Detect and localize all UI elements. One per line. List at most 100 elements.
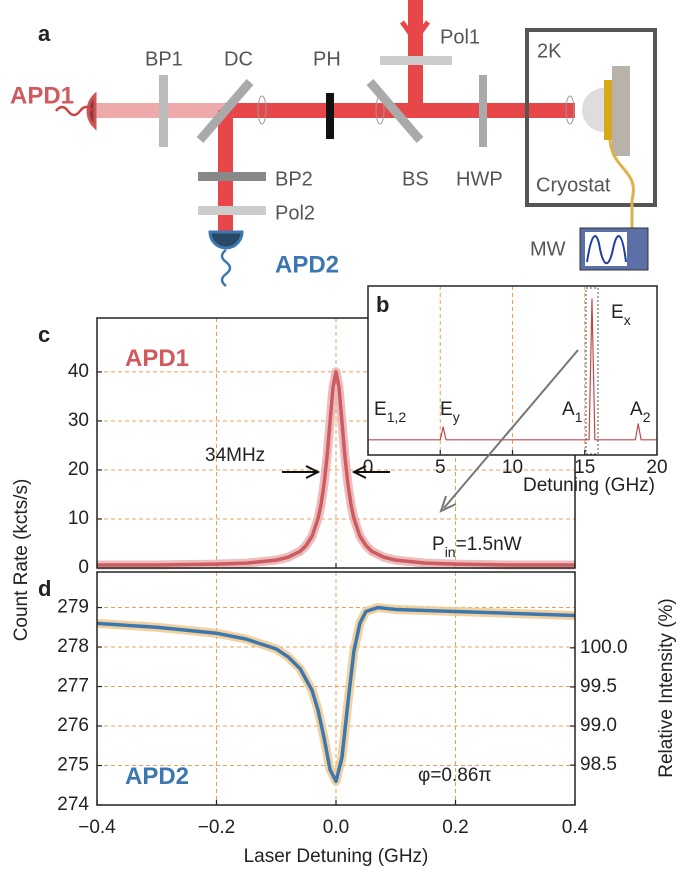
x-tick-label: 0: [363, 457, 374, 478]
x-tick-label: −0.4: [78, 817, 116, 838]
data-line: [96, 605, 576, 784]
annotation-text: E: [611, 302, 624, 323]
width-arrow: [351, 465, 390, 479]
annotation-sub: x: [624, 312, 631, 328]
x-tick-label: 0.4: [562, 817, 589, 838]
y-tick-label: 0: [78, 557, 89, 578]
label: Cryostat: [536, 174, 611, 196]
data-line: [368, 298, 657, 441]
fiber: [55, 105, 93, 117]
lens: [257, 95, 267, 125]
y-tick-label: 275: [57, 755, 89, 776]
label: Pol1: [440, 26, 480, 48]
label: DC: [224, 48, 253, 70]
y-tick-label: 30: [68, 410, 89, 431]
sample: [612, 66, 630, 156]
annotation: 34MHz: [205, 445, 265, 466]
annotation-text: P: [432, 534, 445, 555]
y-tick-label: 279: [57, 597, 89, 618]
annotation-text: A: [630, 399, 643, 420]
annotation-text: =1.5nW: [456, 534, 522, 555]
beam-arrow: [399, 20, 431, 45]
y2-tick-label: 99.0: [580, 715, 617, 736]
x-axis-label: Detuning (GHz): [523, 475, 655, 496]
wire: [608, 139, 648, 242]
y-tick-label: 40: [68, 361, 89, 382]
label: Pol2: [275, 202, 315, 224]
annotation: APD1: [125, 345, 189, 372]
x-tick-label: 10: [502, 457, 523, 478]
x-tick-label: 0.2: [442, 817, 468, 838]
sample: [582, 88, 604, 132]
annotation-text: APD1: [125, 345, 189, 372]
polarizer: [198, 206, 266, 215]
panel-letter: a: [38, 21, 51, 46]
y-tick-label: 277: [57, 676, 89, 697]
annotation-sub: 2: [643, 409, 651, 425]
data-line: [97, 370, 575, 567]
annotation-text: E: [374, 399, 387, 420]
panel-letter: c: [38, 322, 50, 347]
annotation-sub: 1,2: [387, 409, 407, 425]
zoom-box: [585, 287, 599, 455]
y2-tick-label: 98.5: [580, 754, 617, 775]
label: MW: [530, 238, 566, 260]
label: PH: [313, 48, 341, 70]
panel-letter: d: [38, 576, 51, 601]
label: 2K: [537, 40, 562, 62]
waveplate: [479, 75, 487, 147]
y-tick-label: 10: [68, 508, 89, 529]
cryostat: [525, 28, 657, 207]
label: BP2: [275, 168, 313, 190]
filter: [198, 172, 266, 181]
fiber: [220, 249, 232, 287]
annotation: A1: [562, 399, 583, 425]
annotation: APD2: [125, 763, 189, 790]
zoom-arrow: [439, 349, 579, 513]
x-tick-label: −0.2: [198, 817, 236, 838]
annotation: A2: [630, 399, 651, 425]
schematic: a APD1 BP1 DC PH Pol1 2K BS HWP Cryostat…: [10, 0, 657, 287]
annotation: Ey: [440, 399, 460, 425]
label: BP1: [145, 48, 183, 70]
detector: [208, 230, 244, 250]
y2-tick-label: 100.0: [580, 637, 628, 658]
x-axis-label: Laser Detuning (GHz): [244, 846, 429, 867]
label: BS: [402, 168, 429, 190]
label: APD1: [10, 82, 74, 109]
annotation-text: A: [562, 399, 575, 420]
y-tick-label: 278: [57, 636, 89, 657]
y-tick-label: 274: [57, 794, 89, 815]
sample: [604, 80, 612, 140]
axes-frame: [96, 571, 576, 806]
axes-frame: [367, 285, 658, 456]
annotation: Pin=1.5nW: [432, 534, 522, 560]
annotation-text: φ=0.86π: [418, 765, 492, 786]
lens: [565, 95, 575, 125]
annotation-text: 34MHz: [205, 445, 265, 466]
panel-letter: b: [376, 292, 389, 317]
beamsplitter: [366, 79, 424, 143]
label: HWP: [456, 168, 503, 190]
annotation: φ=0.86π: [418, 765, 492, 786]
annotation-sub: y: [453, 409, 460, 425]
annotation: Ex: [611, 302, 631, 328]
annotation-text: APD2: [125, 763, 189, 790]
x-tick-label: 5: [435, 457, 446, 478]
annotation-sub: in: [445, 544, 456, 560]
y2-tick-label: 99.5: [580, 676, 617, 697]
x-tick-label: 0.0: [323, 817, 349, 838]
annotation: E1,2: [374, 399, 406, 425]
filter: [159, 75, 168, 147]
x-tick-label: 20: [646, 457, 667, 478]
y-tick-label: 20: [68, 459, 89, 480]
polarizer: [380, 56, 452, 65]
y-axis-label: Count Rate (kcts/s): [11, 479, 32, 642]
label: APD2: [275, 251, 339, 278]
pinhole: [326, 93, 334, 139]
x-tick-label: 15: [574, 457, 595, 478]
annotation-text: E: [440, 399, 453, 420]
width-arrow: [282, 465, 321, 479]
